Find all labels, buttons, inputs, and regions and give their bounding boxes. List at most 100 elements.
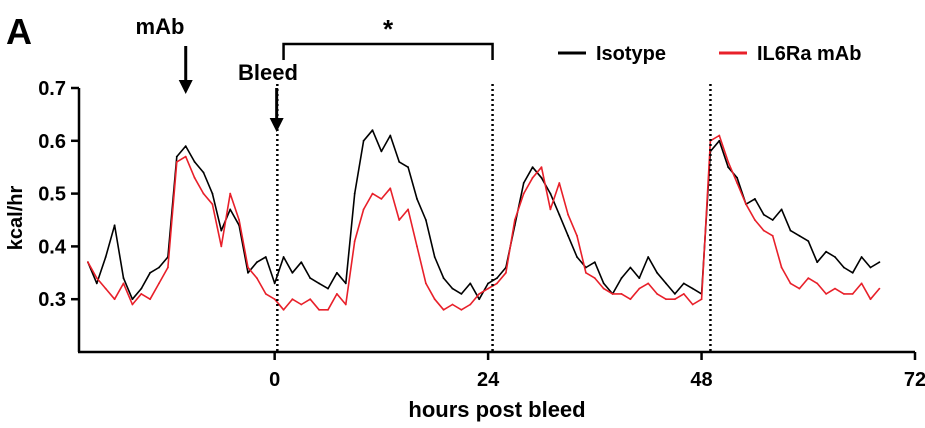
series-line-isotype <box>87 129 880 301</box>
data-point-il6ra-mab <box>336 293 338 295</box>
data-point-il6ra-mab <box>202 192 205 195</box>
data-point-il6ra-mab <box>825 293 827 295</box>
data-point-isotype <box>496 277 498 279</box>
data-point-il6ra-mab <box>478 293 481 295</box>
data-point-il6ra-mab <box>469 303 472 306</box>
data-point-isotype <box>318 282 320 285</box>
data-point-il6ra-mab <box>682 293 685 295</box>
y-ticks: 0.3 0.4 0.5 0.6 0.7 <box>38 78 79 311</box>
x-tick-label: 0 <box>269 369 280 391</box>
data-point-il6ra-mab <box>629 298 632 301</box>
data-point-isotype <box>140 287 143 290</box>
data-point-isotype <box>718 139 721 142</box>
data-point-isotype <box>549 192 552 195</box>
x-tick-label: 24 <box>477 369 500 391</box>
data-point-il6ra-mab <box>327 308 329 311</box>
x-axis-label: hours post bleed <box>408 397 585 422</box>
data-point-isotype <box>674 293 676 295</box>
data-point-isotype <box>380 150 383 153</box>
data-point-il6ra-mab <box>718 134 721 137</box>
bleed-label: Bleed <box>238 60 298 85</box>
data-point-isotype <box>816 261 819 264</box>
y-tick-label: 0.3 <box>38 289 66 311</box>
data-point-il6ra-mab <box>362 208 365 211</box>
data-point-il6ra-mab <box>549 208 552 211</box>
data-point-il6ra-mab <box>442 308 445 311</box>
data-point-isotype <box>860 256 863 258</box>
data-point-il6ra-mab <box>611 293 614 295</box>
data-point-isotype <box>869 266 872 269</box>
data-point-il6ra-mab <box>371 192 374 195</box>
data-point-isotype <box>184 145 187 148</box>
y-axis-label: kcal/hr <box>5 186 27 251</box>
data-point-isotype <box>487 282 489 285</box>
data-point-il6ra-mab <box>505 271 507 274</box>
data-point-il6ra-mab <box>353 240 356 243</box>
data-point-isotype <box>264 256 267 258</box>
data-point-il6ra-mab <box>122 282 125 285</box>
data-point-isotype <box>229 208 232 211</box>
data-point-il6ra-mab <box>513 219 516 221</box>
data-point-isotype <box>843 266 845 269</box>
bleed-arrow-icon <box>269 88 284 132</box>
data-point-il6ra-mab <box>380 198 383 200</box>
data-point-isotype <box>433 256 436 258</box>
data-point-il6ra-mab <box>416 245 418 248</box>
data-point-isotype <box>727 166 730 169</box>
data-point-il6ra-mab <box>593 277 596 279</box>
mab-label: mAb <box>136 14 185 39</box>
data-point-il6ra-mab <box>665 298 667 301</box>
data-point-isotype <box>282 256 285 258</box>
annotations: mAb Bleed * <box>136 14 494 132</box>
data-point-il6ra-mab <box>247 266 249 269</box>
data-point-isotype <box>362 139 365 142</box>
legend: Isotype IL6Ra mAb <box>558 43 861 65</box>
data-point-il6ra-mab <box>558 182 561 184</box>
data-point-isotype <box>122 277 125 279</box>
data-point-il6ra-mab <box>291 298 294 301</box>
y-tick-label: 0.7 <box>38 78 66 100</box>
data-point-isotype <box>407 166 409 169</box>
data-point-isotype <box>353 192 356 195</box>
data-point-il6ra-mab <box>220 245 223 248</box>
data-point-isotype <box>656 271 658 274</box>
data-point-il6ra-mab <box>407 208 409 211</box>
data-point-isotype <box>336 271 338 274</box>
data-point-il6ra-mab <box>256 277 258 279</box>
data-point-isotype <box>807 240 810 243</box>
data-point-il6ra-mab <box>318 308 320 311</box>
data-point-isotype <box>469 282 472 285</box>
data-point-isotype <box>834 256 836 258</box>
data-point-il6ra-mab <box>398 219 401 221</box>
data-point-isotype <box>682 282 685 285</box>
data-point-isotype <box>131 298 134 301</box>
data-point-isotype <box>567 234 569 237</box>
data-point-il6ra-mab <box>300 303 303 306</box>
data-point-isotype <box>460 293 463 295</box>
data-point-il6ra-mab <box>344 303 347 306</box>
y-tick-label: 0.5 <box>38 184 66 206</box>
data-point-isotype <box>202 171 205 174</box>
data-point-isotype <box>104 256 107 258</box>
data-point-isotype <box>309 277 312 279</box>
data-point-il6ra-mab <box>104 287 107 290</box>
data-point-isotype <box>478 298 481 301</box>
data-point-isotype <box>327 287 329 290</box>
data-point-isotype <box>113 224 116 227</box>
data-point-isotype <box>416 198 418 200</box>
data-point-il6ra-mab <box>780 266 783 269</box>
data-point-isotype <box>344 282 347 285</box>
panel-label: A <box>6 11 32 52</box>
data-point-il6ra-mab <box>531 176 534 179</box>
data-point-il6ra-mab <box>158 282 160 285</box>
x-ticks: 0 24 48 72 <box>269 352 925 391</box>
data-point-il6ra-mab <box>834 287 836 290</box>
legend-item-isotype: Isotype <box>558 43 666 65</box>
data-point-isotype <box>798 234 801 237</box>
data-point-isotype <box>762 213 765 216</box>
legend-item-il6ra-mab: IL6Ra mAb <box>719 43 861 65</box>
y-tick-label: 0.4 <box>38 236 67 258</box>
data-point-il6ra-mab <box>487 287 489 290</box>
data-point-il6ra-mab <box>113 298 116 301</box>
data-point-il6ra-mab <box>131 303 134 306</box>
